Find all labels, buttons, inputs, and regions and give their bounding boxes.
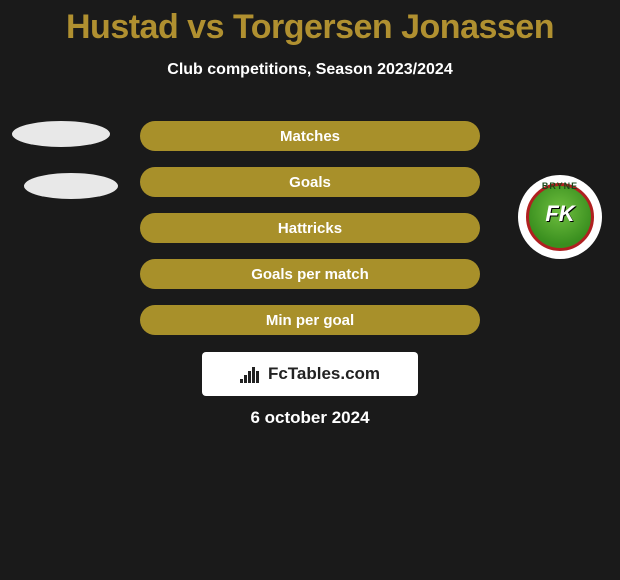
- metric-label: Min per goal: [266, 312, 354, 329]
- metric-label: Goals: [289, 174, 331, 191]
- metric-bar: Goals per match: [140, 259, 480, 289]
- metric-bar: Matches: [140, 121, 480, 151]
- watermark-text: FcTables.com: [268, 364, 380, 384]
- metric-row: Min per goal: [0, 305, 620, 337]
- page-title: Hustad vs Torgersen Jonassen: [0, 0, 620, 47]
- watermark-icon-bar: [252, 367, 255, 383]
- date-label: 6 october 2024: [0, 408, 620, 428]
- logo-brand-top: BRYNE: [526, 181, 594, 191]
- watermark-icon-bar: [256, 371, 259, 383]
- title-text: Hustad vs Torgersen Jonassen: [66, 8, 554, 46]
- bryne-fk-logo: BRYNE FK: [518, 175, 602, 259]
- left-team-marker: [12, 121, 110, 147]
- metric-label: Goals per match: [251, 266, 369, 283]
- metric-row: Goals per match: [0, 259, 620, 291]
- watermark: FcTables.com: [202, 352, 418, 396]
- watermark-icon-bar: [240, 379, 243, 383]
- subtitle: Club competitions, Season 2023/2024: [0, 61, 620, 79]
- watermark-icon: [240, 365, 262, 383]
- comparison-chart: Matches Goals Hattricks Goals per match Min …: [0, 121, 620, 381]
- metric-label: Hattricks: [278, 220, 342, 237]
- logo-brand-main: FK: [526, 201, 594, 227]
- metric-bar: Min per goal: [140, 305, 480, 335]
- metric-bar: Hattricks: [140, 213, 480, 243]
- watermark-icon-bar: [248, 371, 251, 383]
- watermark-icon-bar: [244, 375, 247, 383]
- metric-bar: Goals: [140, 167, 480, 197]
- metric-label: Matches: [280, 128, 340, 145]
- left-team-marker: [24, 173, 118, 199]
